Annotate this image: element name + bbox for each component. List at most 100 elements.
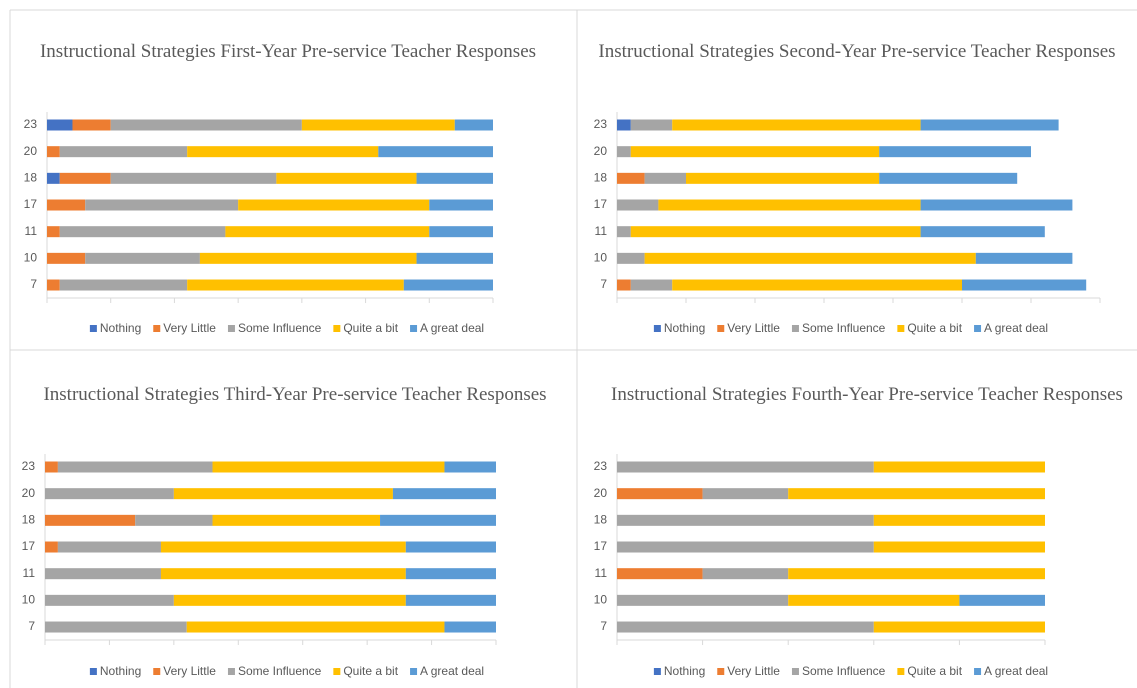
- bar-segment: [403, 279, 493, 291]
- bar-segment: [617, 252, 645, 264]
- legend-swatch: [974, 668, 982, 675]
- bar-segment: [47, 172, 60, 184]
- bar-segment: [47, 119, 73, 131]
- bar-segment: [199, 252, 417, 264]
- bar-segment: [672, 279, 962, 291]
- legend-swatch: [89, 325, 97, 332]
- legend-swatch: [153, 325, 161, 332]
- bar-segment: [630, 146, 880, 158]
- bar-segment: [59, 172, 111, 184]
- y-tick-label: 11: [23, 566, 36, 580]
- bar-segment: [630, 119, 673, 131]
- legend-swatch: [89, 668, 97, 675]
- bar-segment: [405, 594, 496, 606]
- y-tick-label: 17: [24, 197, 38, 211]
- bar-segment: [57, 461, 213, 473]
- bar-segment: [47, 199, 86, 211]
- y-tick-label: 23: [594, 117, 608, 131]
- bar-segment: [873, 621, 1045, 633]
- bar-segment: [920, 226, 1045, 238]
- bar-segment: [110, 119, 302, 131]
- legend-swatch: [897, 668, 905, 675]
- legend-swatch: [791, 325, 799, 332]
- y-tick-label: 10: [22, 593, 36, 607]
- y-tick-label: 7: [30, 277, 37, 291]
- bar-segment: [644, 172, 686, 184]
- legend-swatch: [897, 325, 905, 332]
- bar-segment: [879, 146, 1031, 158]
- bar-segment: [454, 119, 493, 131]
- y-tick-label: 11: [595, 224, 608, 238]
- legend-label: Some Influence: [802, 664, 886, 678]
- bar-segment: [975, 252, 1073, 264]
- legend-swatch: [153, 668, 161, 675]
- bar-segment: [416, 172, 493, 184]
- bar-segment: [212, 461, 445, 473]
- bar-segment: [617, 279, 631, 291]
- bar-segment: [617, 226, 631, 238]
- bar-segment: [920, 199, 1073, 211]
- bar-segment: [630, 226, 921, 238]
- bar-segment: [47, 279, 60, 291]
- y-tick-label: 20: [22, 486, 36, 500]
- y-tick-label: 23: [594, 459, 608, 473]
- bar-segment: [617, 568, 703, 580]
- y-tick-label: 7: [600, 277, 607, 291]
- y-tick-label: 17: [594, 539, 608, 553]
- bar-segment: [617, 621, 874, 633]
- legend-label: Very Little: [727, 664, 780, 678]
- bar-segment: [45, 541, 58, 553]
- legend-label: A great deal: [984, 664, 1048, 678]
- bar-segment: [702, 568, 789, 580]
- legend-swatch: [653, 668, 661, 675]
- bar-segment: [160, 568, 406, 580]
- chart-title: Instructional Strategies Fourth-Year Pre…: [611, 384, 1123, 405]
- bar-segment: [110, 172, 277, 184]
- legend-label: Nothing: [664, 321, 705, 335]
- bar-segment: [135, 514, 213, 526]
- legend-label: Quite a bit: [343, 321, 398, 335]
- bar-segment: [672, 119, 921, 131]
- y-tick-label: 23: [22, 459, 36, 473]
- bar-segment: [45, 621, 187, 633]
- bar-segment: [238, 199, 430, 211]
- bar-segment: [429, 199, 493, 211]
- y-tick-label: 7: [600, 619, 607, 633]
- bar-segment: [45, 594, 174, 606]
- bar-segment: [45, 568, 161, 580]
- legend-label: Very Little: [163, 664, 216, 678]
- legend-label: Nothing: [100, 664, 141, 678]
- bar-segment: [45, 488, 174, 500]
- legend-swatch: [227, 325, 235, 332]
- bar-segment: [173, 488, 393, 500]
- bar-segment: [617, 172, 645, 184]
- y-tick-label: 23: [24, 117, 38, 131]
- bar-segment: [187, 146, 379, 158]
- y-tick-label: 17: [22, 539, 36, 553]
- bar-segment: [59, 279, 188, 291]
- y-tick-label: 7: [28, 619, 35, 633]
- legend-swatch: [717, 325, 725, 332]
- legend-label: Quite a bit: [907, 664, 962, 678]
- bar-segment: [212, 514, 381, 526]
- bar-segment: [45, 514, 136, 526]
- bar-segment: [59, 146, 188, 158]
- bar-segment: [617, 541, 874, 553]
- legend-label: A great deal: [984, 321, 1048, 335]
- bar-segment: [873, 541, 1045, 553]
- bar-segment: [47, 226, 60, 238]
- y-tick-label: 18: [24, 171, 38, 185]
- legend-swatch: [333, 668, 341, 675]
- y-tick-label: 10: [594, 251, 608, 265]
- bar-segment: [630, 279, 673, 291]
- legend-label: Very Little: [163, 321, 216, 335]
- chart-title: Instructional Strategies Third-Year Pre-…: [43, 384, 547, 405]
- bar-segment: [380, 514, 496, 526]
- bar-segment: [444, 621, 496, 633]
- bar-segment: [788, 594, 960, 606]
- bar-segment: [405, 568, 496, 580]
- legend-swatch: [410, 668, 418, 675]
- bar-segment: [72, 119, 111, 131]
